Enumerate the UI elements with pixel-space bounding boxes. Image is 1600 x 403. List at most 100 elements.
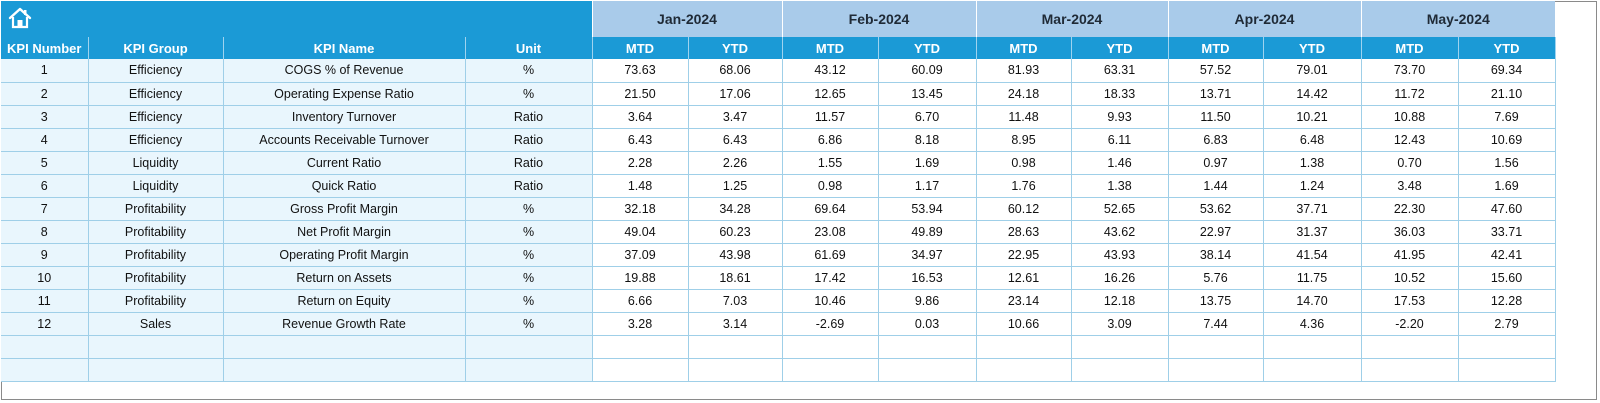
mtd-value-cell[interactable]: 0.97 [1168,151,1264,175]
mtd-value-cell[interactable]: 0.98 [976,151,1072,175]
ytd-value-cell[interactable]: 47.60 [1458,197,1556,221]
mtd-value-cell[interactable] [1168,358,1264,382]
unit-cell[interactable]: % [465,220,593,244]
unit-cell[interactable] [465,335,593,359]
mtd-value-cell[interactable]: 41.95 [1361,243,1459,267]
mtd-value-cell[interactable]: 10.52 [1361,266,1459,290]
mtd-value-cell[interactable]: 6.66 [592,289,689,313]
mtd-value-cell[interactable]: 23.08 [782,220,879,244]
mtd-value-cell[interactable] [592,335,689,359]
ytd-value-cell[interactable]: 79.01 [1263,59,1362,83]
ytd-value-cell[interactable]: 43.98 [688,243,783,267]
ytd-value-cell[interactable]: 3.09 [1071,312,1169,336]
mtd-value-cell[interactable]: 2.28 [592,151,689,175]
mtd-value-cell[interactable]: 1.55 [782,151,879,175]
ytd-value-cell[interactable]: 6.11 [1071,128,1169,152]
unit-cell[interactable]: Ratio [465,151,593,175]
kpi-name-cell[interactable]: Net Profit Margin [223,220,466,244]
unit-cell[interactable]: % [465,82,593,106]
ytd-value-cell[interactable]: 12.18 [1071,289,1169,313]
ytd-value-cell[interactable]: 41.54 [1263,243,1362,267]
mtd-value-cell[interactable] [1361,335,1459,359]
kpi-group-cell[interactable]: Efficiency [88,82,224,106]
ytd-value-cell[interactable]: 6.48 [1263,128,1362,152]
ytd-value-cell[interactable]: 43.93 [1071,243,1169,267]
kpi-name-cell[interactable]: Return on Assets [223,266,466,290]
unit-cell[interactable]: % [465,289,593,313]
kpi-group-cell[interactable]: Profitability [88,220,224,244]
kpi-number-cell[interactable]: 1 [1,59,89,83]
mtd-value-cell[interactable]: 11.57 [782,105,879,129]
mtd-value-cell[interactable]: 17.42 [782,266,879,290]
kpi-group-cell[interactable]: Liquidity [88,151,224,175]
mtd-value-cell[interactable]: 21.50 [592,82,689,106]
kpi-number-cell[interactable]: 3 [1,105,89,129]
mtd-value-cell[interactable] [782,358,879,382]
ytd-value-cell[interactable]: 60.23 [688,220,783,244]
mtd-value-cell[interactable] [976,358,1072,382]
mtd-value-cell[interactable]: 1.44 [1168,174,1264,198]
kpi-name-cell[interactable]: Gross Profit Margin [223,197,466,221]
kpi-number-cell[interactable]: 6 [1,174,89,198]
mtd-value-cell[interactable]: 13.71 [1168,82,1264,106]
unit-cell[interactable]: Ratio [465,105,593,129]
kpi-number-cell[interactable]: 5 [1,151,89,175]
kpi-group-cell[interactable]: Efficiency [88,128,224,152]
mtd-value-cell[interactable]: 53.62 [1168,197,1264,221]
mtd-value-cell[interactable] [1361,358,1459,382]
ytd-value-cell[interactable] [1071,335,1169,359]
ytd-value-cell[interactable]: 3.14 [688,312,783,336]
unit-cell[interactable]: % [465,197,593,221]
mtd-value-cell[interactable]: 19.88 [592,266,689,290]
mtd-value-cell[interactable] [976,335,1072,359]
ytd-value-cell[interactable]: 11.75 [1263,266,1362,290]
ytd-value-cell[interactable]: 14.42 [1263,82,1362,106]
mtd-value-cell[interactable]: 6.43 [592,128,689,152]
kpi-name-cell[interactable]: Operating Profit Margin [223,243,466,267]
kpi-group-cell[interactable]: Efficiency [88,59,224,83]
mtd-value-cell[interactable]: 3.48 [1361,174,1459,198]
mtd-value-cell[interactable] [782,335,879,359]
mtd-value-cell[interactable]: 6.83 [1168,128,1264,152]
ytd-value-cell[interactable]: 42.41 [1458,243,1556,267]
unit-cell[interactable]: % [465,59,593,83]
unit-cell[interactable]: % [465,312,593,336]
ytd-value-cell[interactable]: 9.86 [878,289,977,313]
kpi-name-cell[interactable]: Accounts Receivable Turnover [223,128,466,152]
ytd-value-cell[interactable]: 1.56 [1458,151,1556,175]
mtd-value-cell[interactable]: 1.76 [976,174,1072,198]
mtd-value-cell[interactable]: 10.88 [1361,105,1459,129]
ytd-value-cell[interactable]: 16.26 [1071,266,1169,290]
kpi-group-cell[interactable]: Profitability [88,197,224,221]
ytd-value-cell[interactable]: 1.24 [1263,174,1362,198]
ytd-value-cell[interactable]: 63.31 [1071,59,1169,83]
mtd-value-cell[interactable]: 3.28 [592,312,689,336]
unit-cell[interactable]: Ratio [465,174,593,198]
ytd-value-cell[interactable]: 1.17 [878,174,977,198]
ytd-value-cell[interactable] [1263,358,1362,382]
mtd-value-cell[interactable]: 10.46 [782,289,879,313]
mtd-value-cell[interactable]: 10.66 [976,312,1072,336]
ytd-value-cell[interactable]: 34.28 [688,197,783,221]
ytd-value-cell[interactable]: 1.25 [688,174,783,198]
kpi-group-cell[interactable]: Profitability [88,266,224,290]
unit-cell[interactable]: % [465,243,593,267]
mtd-value-cell[interactable]: 22.30 [1361,197,1459,221]
ytd-value-cell[interactable]: 1.38 [1071,174,1169,198]
mtd-value-cell[interactable]: 8.95 [976,128,1072,152]
mtd-value-cell[interactable]: 73.70 [1361,59,1459,83]
ytd-value-cell[interactable]: 49.89 [878,220,977,244]
ytd-value-cell[interactable]: 15.60 [1458,266,1556,290]
ytd-value-cell[interactable]: 31.37 [1263,220,1362,244]
kpi-number-cell[interactable] [1,358,89,382]
mtd-value-cell[interactable]: 37.09 [592,243,689,267]
mtd-value-cell[interactable]: 7.44 [1168,312,1264,336]
mtd-value-cell[interactable]: 11.48 [976,105,1072,129]
ytd-value-cell[interactable]: 69.34 [1458,59,1556,83]
mtd-value-cell[interactable] [592,358,689,382]
ytd-value-cell[interactable]: 0.03 [878,312,977,336]
kpi-name-cell[interactable]: Operating Expense Ratio [223,82,466,106]
ytd-value-cell[interactable]: 8.18 [878,128,977,152]
mtd-value-cell[interactable]: 6.86 [782,128,879,152]
mtd-value-cell[interactable]: 0.98 [782,174,879,198]
